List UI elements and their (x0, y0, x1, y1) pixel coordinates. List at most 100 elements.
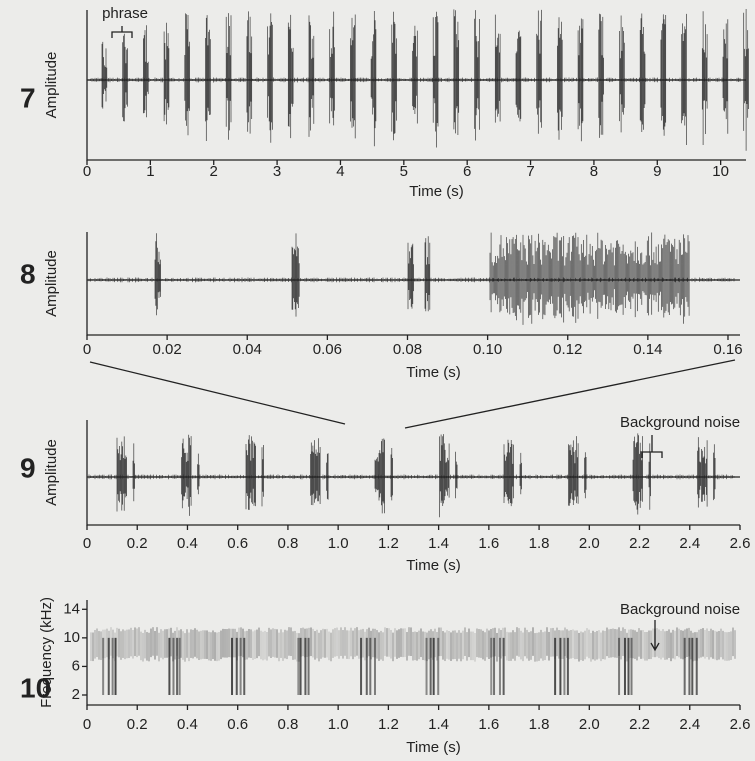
noise-band (272, 628, 274, 657)
noise-band (246, 631, 248, 660)
noise-band (602, 631, 604, 660)
call-band (624, 638, 626, 695)
noise-band (440, 627, 442, 656)
call-band (112, 638, 114, 695)
noise-band (488, 630, 490, 659)
noise-band (90, 632, 92, 661)
noise-band (472, 632, 474, 661)
y-tick-label: 2 (72, 686, 80, 703)
noise-band (286, 630, 288, 659)
noise-band (668, 629, 670, 658)
x-tick-label: 0 (83, 716, 91, 733)
noise-band (270, 629, 272, 658)
annotation: phrase (102, 5, 148, 22)
noise-band (322, 629, 324, 658)
x-tick-label: 0.12 (553, 341, 582, 358)
noise-band (552, 628, 554, 657)
call-band (499, 638, 501, 695)
noise-band (252, 631, 254, 660)
noise-band (480, 629, 482, 658)
noise-band (392, 633, 394, 662)
noise-band (450, 632, 452, 661)
x-tick-label: 0.6 (227, 716, 248, 733)
noise-band (580, 632, 582, 661)
noise-band (208, 632, 210, 661)
noise-band (132, 630, 134, 659)
noise-band (188, 633, 190, 662)
noise-band (676, 627, 678, 656)
noise-band (276, 629, 278, 658)
noise-band (574, 631, 576, 660)
call-band (490, 638, 492, 695)
x-tick-label: 4 (336, 163, 344, 180)
noise-band (156, 627, 158, 656)
noise-band (520, 631, 522, 660)
noise-band (442, 631, 444, 660)
call-band (304, 638, 306, 695)
noise-band (634, 630, 636, 659)
call-band (374, 638, 376, 695)
noise-band (570, 630, 572, 659)
noise-band (310, 627, 312, 656)
noise-band (598, 630, 600, 659)
brace (642, 435, 662, 458)
call-band (369, 638, 371, 695)
noise-band (710, 629, 712, 658)
call-band (684, 638, 686, 695)
noise-band (166, 629, 168, 658)
x-tick-label: 0 (83, 341, 91, 358)
noise-band (194, 628, 196, 657)
noise-band (508, 632, 510, 661)
noise-band (418, 631, 420, 660)
noise-band (376, 630, 378, 659)
noise-band (528, 632, 530, 661)
noise-band (202, 630, 204, 659)
x-tick-label: 0.04 (233, 341, 262, 358)
noise-band (660, 631, 662, 660)
noise-band (294, 631, 296, 660)
noise-band (704, 630, 706, 659)
noise-band (364, 632, 366, 661)
noise-band (636, 632, 638, 661)
noise-band (390, 630, 392, 659)
annotation: Background noise (620, 414, 740, 431)
noise-band (698, 630, 700, 659)
call-band (430, 638, 432, 695)
noise-band (708, 631, 710, 660)
noise-band (348, 630, 350, 659)
noise-band (400, 628, 402, 657)
noise-band (550, 628, 552, 657)
noise-band (386, 628, 388, 657)
noise-band (664, 631, 666, 660)
noise-band (454, 630, 456, 659)
noise-band (220, 631, 222, 660)
noise-band (344, 627, 346, 656)
noise-band (214, 632, 216, 661)
noise-band (388, 628, 390, 657)
x-tick-label: 2.4 (679, 535, 700, 552)
noise-band (140, 632, 142, 661)
call-band (563, 638, 565, 695)
noise-band (182, 631, 184, 660)
y-axis-label: Amplitude (43, 439, 60, 506)
noise-band (652, 629, 654, 658)
noise-band (524, 628, 526, 657)
noise-band (106, 629, 108, 658)
x-tick-label: 0.06 (313, 341, 342, 358)
noise-band (340, 627, 342, 656)
call-band (108, 638, 110, 695)
x-tick-label: 2.4 (679, 716, 700, 733)
noise-band (478, 629, 480, 658)
noise-band (328, 632, 330, 661)
noise-band (226, 629, 228, 658)
noise-band (274, 629, 276, 658)
noise-band (412, 632, 414, 661)
noise-band (196, 630, 198, 659)
noise-band (540, 630, 542, 659)
noise-band (216, 633, 218, 662)
noise-band (396, 630, 398, 659)
noise-band (466, 632, 468, 661)
x-tick-label: 7 (526, 163, 534, 180)
noise-band (616, 629, 618, 658)
noise-band (732, 628, 734, 657)
